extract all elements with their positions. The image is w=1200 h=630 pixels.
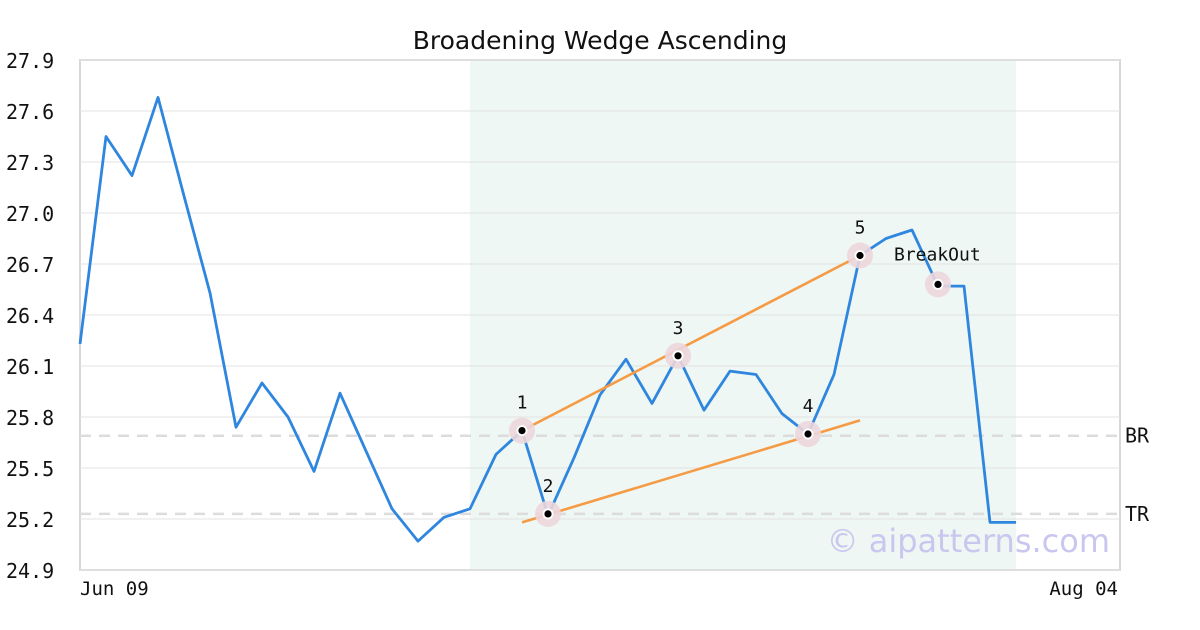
upper-trend-line [521,254,861,432]
point-marker-breakout [934,280,942,288]
point-label-1: 1 [517,393,528,414]
y-tick-label: 26.4 [6,304,54,328]
y-tick-label: 27.9 [6,49,54,73]
x-tick-label: Aug 04 [1049,578,1118,600]
y-tick-label: 26.7 [6,253,54,277]
reference-label-br: BR [1125,424,1150,448]
y-tick-label: 25.5 [6,457,54,481]
y-tick-label: 25.2 [6,508,54,532]
point-marker-1 [518,427,526,435]
y-tick-label: 25.8 [6,406,54,430]
point-marker-5 [856,251,864,260]
y-tick-label: 27.3 [6,151,54,175]
point-marker-4 [804,430,812,438]
y-tick-label: 26.1 [6,355,54,379]
point-label-4: 4 [803,396,814,417]
point-label-5: 5 [855,218,866,239]
point-marker-2 [544,510,552,518]
y-tick-label: 24.9 [6,559,54,583]
watermark: © aipatterns.com [827,522,1110,560]
reference-label-tr: TR [1125,502,1150,526]
point-label-3: 3 [673,318,684,339]
point-label-breakout: BreakOut [894,244,981,265]
y-tick-label: 27.6 [6,100,54,124]
point-label-2: 2 [543,476,554,497]
chart-title: Broadening Wedge Ascending [413,26,788,55]
x-tick-label: Jun 09 [80,578,149,600]
y-tick-label: 27.0 [6,202,54,226]
point-marker-3 [674,352,682,360]
